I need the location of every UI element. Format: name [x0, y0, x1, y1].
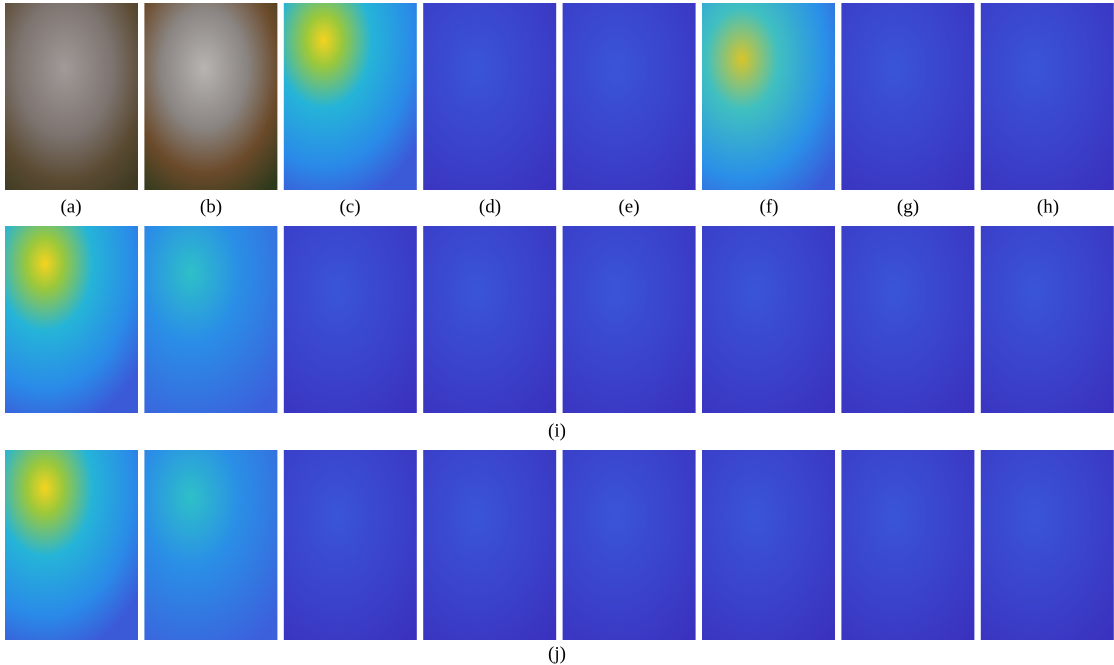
panel-image	[284, 3, 417, 190]
panel-image	[423, 450, 556, 640]
panel-image	[144, 450, 277, 640]
panel-image	[5, 3, 138, 190]
panel-image	[702, 3, 835, 190]
panel-image	[284, 226, 417, 413]
panel-image	[702, 226, 835, 413]
panel-image	[144, 3, 277, 190]
panel-label: (f)	[760, 196, 779, 217]
panel-image	[144, 226, 277, 413]
panel-image	[5, 450, 138, 640]
panel-image	[563, 3, 696, 190]
panel-label: (c)	[339, 196, 360, 217]
panel-label: (h)	[1037, 196, 1059, 217]
panel-image	[841, 3, 974, 190]
panel-label: (e)	[618, 196, 639, 217]
panel-image	[284, 450, 417, 640]
panel-image	[423, 3, 556, 190]
panel-label: (a)	[60, 196, 81, 217]
panel-label: (b)	[200, 196, 222, 217]
panel-image	[702, 450, 835, 640]
panel-image	[981, 226, 1114, 413]
panel-label: (d)	[479, 196, 501, 217]
panel-image	[981, 3, 1114, 190]
panel-label: (g)	[897, 196, 919, 217]
panel-image	[423, 226, 556, 413]
figure: (a) (b) (c) (d) (e) (f) (g) (h) (i) (j)	[0, 0, 1114, 665]
panel-image	[841, 226, 974, 413]
panel-image	[841, 450, 974, 640]
row-label: (i)	[548, 420, 566, 441]
panel-image	[981, 450, 1114, 640]
panel-image	[563, 450, 696, 640]
panel-image	[563, 226, 696, 413]
panel-image	[5, 226, 138, 413]
row-label: (j)	[548, 643, 566, 664]
